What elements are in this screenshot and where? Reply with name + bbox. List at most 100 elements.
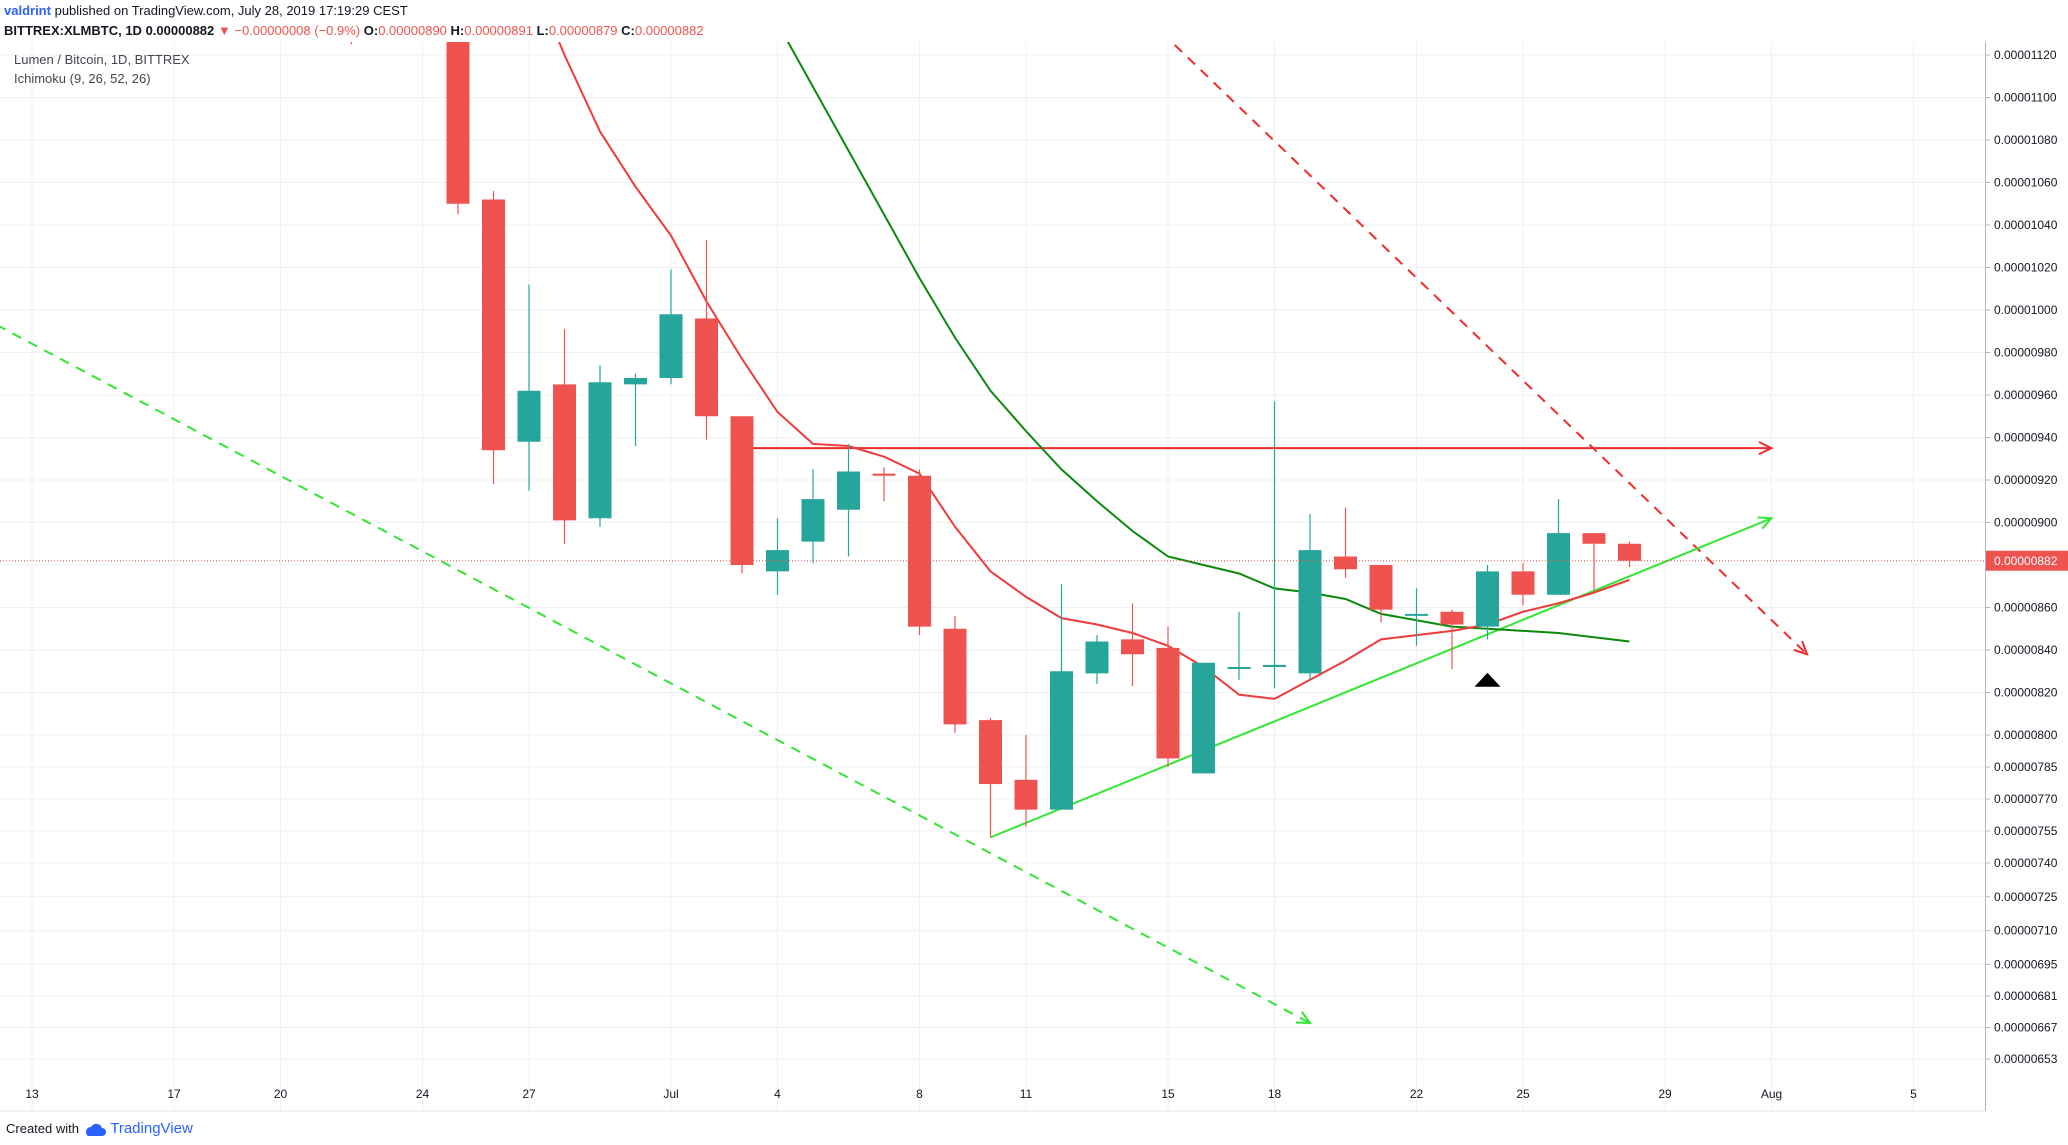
candle-body (1121, 639, 1144, 655)
last-price-badge (1986, 550, 2068, 571)
price-tick-label: 0.00001100 (1994, 91, 2057, 105)
publish-header: valdrint published on TradingView.com, J… (0, 0, 2068, 22)
price-tick-label: 0.00000980 (1994, 346, 2058, 360)
time-tick-label: 13 (25, 1087, 39, 1101)
candle[interactable] (1014, 735, 1038, 827)
time-tick-label: 20 (274, 1087, 288, 1101)
publish-info: published on TradingView.com, July 28, 2… (54, 3, 408, 18)
candle[interactable] (340, 42, 363, 45)
candle[interactable] (943, 616, 967, 733)
candle[interactable] (979, 718, 1002, 838)
candle[interactable] (1263, 401, 1286, 689)
last-price-label: 0.00000882 (1994, 554, 2058, 568)
candle[interactable] (1298, 514, 1322, 680)
candle[interactable] (1582, 533, 1606, 591)
candle[interactable] (1121, 603, 1144, 687)
symbol-ohlc-bar: BITTREX:XLMBTC, 1D 0.00000882 ▼ −0.00000… (0, 20, 2068, 42)
arrow-head (1757, 516, 1774, 530)
candle[interactable] (1547, 499, 1570, 595)
time-tick-label: 8 (916, 1087, 923, 1101)
candle-body (1085, 641, 1109, 674)
candle-body (943, 628, 967, 725)
high-value: 0.00000891 (464, 23, 533, 38)
trendline-drawings[interactable] (0, 42, 1809, 1025)
candle[interactable] (1192, 662, 1215, 774)
ascending-support-segment[interactable] (990, 517, 1772, 839)
chart-legend: Lumen / Bitcoin, 1D, BITTREX Ichimoku (9… (14, 50, 190, 88)
candle-body (1511, 571, 1535, 595)
candle[interactable] (872, 467, 896, 502)
time-axis[interactable]: 13 17 20 24 27 Jul 4 8 11 15 18 22 25 29 Aug 5 (25, 1087, 1917, 1101)
arrow-head (1295, 1011, 1313, 1025)
candle[interactable] (1476, 565, 1499, 640)
candle-body (624, 378, 647, 385)
price-change: ▼ −0.00000008 (−0.9%) (217, 23, 361, 38)
descending-channel-line[interactable] (0, 325, 1313, 1025)
candle[interactable] (588, 365, 612, 527)
candle-body (1582, 533, 1606, 544)
candle[interactable] (908, 469, 931, 636)
candle[interactable] (482, 191, 505, 485)
candle-body (1440, 611, 1464, 625)
price-tick-label: 0.00000695 (1994, 957, 2058, 971)
candle-body (730, 416, 754, 565)
candle[interactable] (624, 373, 647, 446)
price-tick-label: 0.00000920 (1994, 473, 2058, 487)
candle[interactable] (1334, 507, 1357, 578)
candle-body (908, 475, 931, 627)
price-tick-label: 0.00000900 (1994, 516, 2058, 530)
time-tick-label: 11 (1020, 1087, 1033, 1101)
price-tick-label: 0.00000860 (1994, 601, 2058, 615)
candle[interactable] (837, 443, 860, 557)
candle[interactable] (1085, 635, 1109, 684)
close-value: 0.00000882 (634, 23, 704, 38)
tradingview-brand[interactable]: TradingView (110, 1120, 193, 1137)
price-tick-label: 0.00000785 (1994, 760, 2058, 774)
time-tick-label: 24 (416, 1087, 430, 1101)
descending-resistance-line[interactable] (1097, 42, 1809, 656)
candle[interactable] (730, 416, 754, 574)
descending-channel-segment[interactable] (0, 325, 1311, 1024)
arrow-head (1758, 441, 1774, 456)
time-tick-label: 17 (167, 1087, 181, 1101)
candle[interactable] (1156, 626, 1180, 767)
time-tick-label: 18 (1268, 1087, 1282, 1101)
conversion-line (557, 42, 1630, 700)
time-tick-label: Aug (1761, 1087, 1782, 1101)
candle[interactable] (766, 518, 789, 595)
candle[interactable] (1618, 541, 1641, 568)
base-line (786, 42, 1630, 643)
horizontal-resistance-line[interactable] (742, 441, 1774, 456)
author-link[interactable]: valdrint (4, 3, 51, 18)
candle[interactable] (553, 329, 576, 544)
time-tick-label: 22 (1410, 1087, 1424, 1101)
high-label: H: (450, 23, 465, 38)
candle[interactable] (1511, 562, 1535, 606)
last-price-tag: 0.00000882 (0, 550, 2068, 571)
candle[interactable] (659, 269, 683, 385)
marker-layer (1474, 672, 1501, 687)
candle-body (446, 42, 470, 204)
candle[interactable] (1050, 584, 1073, 810)
symbol-name[interactable]: BITTREX:XLMBTC, 1D (4, 23, 142, 38)
legend-indicator[interactable]: Ichimoku (9, 26, 52, 26) (14, 71, 151, 86)
candle[interactable] (517, 284, 541, 491)
price-tick-label: 0.00000800 (1994, 728, 2058, 742)
candle[interactable] (446, 42, 470, 215)
descending-resistance-segment[interactable] (1097, 42, 1808, 655)
candle[interactable] (801, 469, 825, 563)
price-tick-label: 0.00000725 (1994, 890, 2058, 904)
chart-grid (0, 42, 1985, 1111)
candle-body (979, 720, 1002, 785)
candle[interactable] (1405, 588, 1428, 646)
candlestick-series[interactable] (340, 42, 1641, 838)
candle[interactable] (1440, 609, 1464, 670)
price-tick-label: 0.00000940 (1994, 431, 2058, 445)
candle-body (482, 199, 505, 451)
price-axis[interactable]: 0.00001120 0.00001100 0.00001080 0.00001060… (1985, 48, 2058, 1066)
price-chart[interactable]: 0.00001120 0.00001100 0.00001080 0.00001060… (0, 42, 2068, 1112)
candle[interactable] (695, 239, 718, 440)
candle[interactable] (1369, 565, 1393, 623)
ascending-support-line[interactable] (990, 516, 1774, 839)
candle[interactable] (1227, 611, 1251, 680)
